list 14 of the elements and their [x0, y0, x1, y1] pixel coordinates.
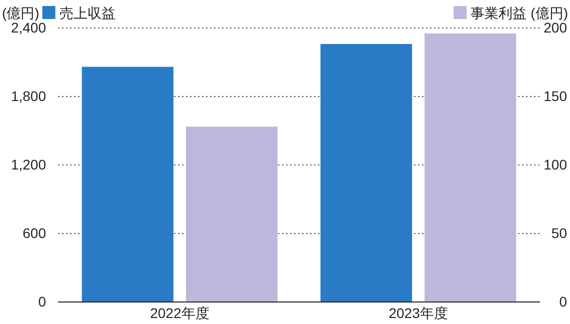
y-tick-label: 1,200: [10, 156, 46, 172]
y-tick-label: 600: [22, 224, 46, 241]
y2-axis-title: (億円): [530, 5, 568, 21]
y2-tick-label: 50: [551, 224, 568, 241]
y-tick-label: 0: [38, 293, 46, 310]
legend-label: 売上収益: [59, 5, 116, 21]
y-tick-label: 1,800: [10, 88, 46, 104]
legend-label: 事業利益: [470, 5, 527, 21]
x-tick-label: 2023年度: [388, 304, 448, 321]
y2-tick-label: 150: [544, 88, 568, 104]
y2-tick-label: 100: [544, 156, 568, 172]
x-tick-label: 2022年度: [150, 304, 210, 321]
y-axis-title: (億円): [2, 5, 40, 21]
y2-tick-label: 0: [559, 293, 568, 310]
